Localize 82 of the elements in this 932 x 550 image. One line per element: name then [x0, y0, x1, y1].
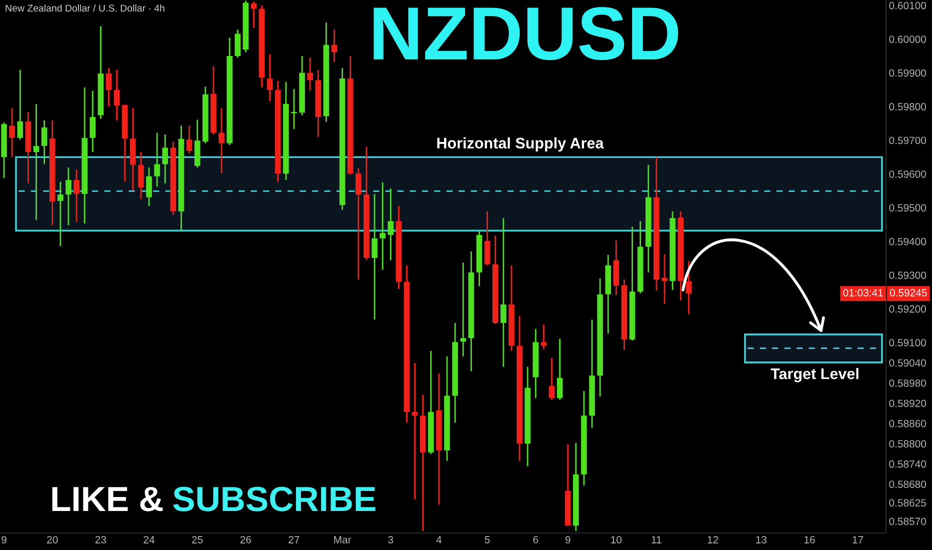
y-tick-label: 0.58800 — [889, 440, 926, 448]
candlestick — [58, 181, 64, 247]
x-tick-label: 12 — [708, 536, 718, 544]
y-tick-label: 0.59400 — [889, 238, 926, 246]
candlestick — [500, 217, 506, 368]
y-tick-label: 0.60100 — [889, 2, 926, 10]
candlestick — [331, 28, 338, 63]
candlestick — [266, 54, 273, 102]
chart-title: NZDUSD — [374, 7, 678, 60]
y-tick-label: 0.58680 — [889, 480, 926, 488]
y-tick-label: 0.59040 — [889, 359, 926, 367]
x-tick-label: 17 — [852, 536, 864, 544]
x-tick-label: 6 — [533, 536, 538, 544]
annotation: SUBSCRIBE — [173, 486, 376, 512]
annotation: 01:03:41 — [843, 289, 883, 296]
y-tick-label: 0.59600 — [889, 170, 926, 178]
candlestick — [218, 108, 224, 174]
x-tick-label: 27 — [288, 536, 300, 544]
candlestick — [74, 168, 80, 223]
x-tick-label: Mar — [334, 536, 352, 544]
x-tick-label: 25 — [192, 536, 203, 544]
candlestick — [307, 56, 313, 92]
candlestick — [138, 151, 144, 200]
candlestick — [412, 362, 418, 500]
candlestick — [186, 125, 192, 154]
band-label: Target Level — [770, 368, 858, 382]
x-tick-label: 16 — [804, 536, 815, 544]
y-tick-label: 0.59300 — [889, 272, 926, 279]
candlestick — [154, 132, 160, 188]
y-tick-label: 0.59700 — [889, 136, 926, 144]
candlestick — [540, 324, 547, 350]
y-tick-label: 0.58860 — [889, 420, 926, 428]
annotation: LIKE & — [52, 486, 163, 512]
candlestick — [388, 188, 394, 261]
candlestick — [372, 193, 378, 320]
x-tick-label: 9 — [565, 536, 570, 544]
x-tick-label: 20 — [47, 536, 58, 544]
y-tick-label: 0.60000 — [889, 36, 926, 43]
candlestick — [106, 67, 112, 108]
candlestick — [33, 103, 40, 221]
candlestick — [162, 134, 168, 184]
y-tick-label: 0.58570 — [889, 518, 926, 526]
y-tick-label: 0.59500 — [889, 204, 926, 212]
candlestick — [66, 166, 72, 226]
x-tick-label: 11 — [652, 536, 662, 544]
candlestick — [41, 120, 48, 165]
candlestick — [291, 88, 297, 130]
candlestick — [114, 69, 120, 122]
x-tick-label: 13 — [756, 536, 766, 544]
chart-subtitle: New Zealand Dollar / U.S. Dollar · 4h — [6, 4, 164, 12]
candlestick — [356, 168, 362, 280]
x-tick-label: 9 — [2, 536, 6, 544]
x-tick-label: 23 — [95, 536, 106, 544]
candlestick — [146, 166, 152, 207]
candlestick — [460, 262, 466, 358]
x-tick-label: 24 — [144, 536, 154, 544]
candlestick — [250, 0, 257, 29]
candlestick — [548, 357, 555, 401]
candlestick — [9, 108, 15, 158]
x-tick-label: 10 — [611, 536, 622, 544]
y-tick-label: 0.59200 — [889, 305, 926, 313]
candlestick — [234, 28, 241, 58]
y-tick-label: 0.58740 — [889, 460, 926, 468]
y-tick-label: 0.59900 — [889, 69, 926, 77]
x-tick-label: 3 — [388, 536, 394, 544]
annotation: 0.59245 — [890, 289, 927, 296]
y-tick-label: 0.58980 — [889, 379, 926, 387]
candlestick — [90, 90, 96, 153]
candlestick — [484, 210, 490, 266]
candlestick — [380, 182, 386, 270]
y-tick-label: 0.59800 — [889, 103, 926, 110]
candlestick — [17, 69, 24, 140]
x-tick-label: 26 — [240, 536, 251, 544]
candlestick — [662, 254, 668, 304]
y-tick-label: 0.58625 — [889, 499, 926, 507]
band-label: Horizontal Supply Area — [437, 137, 604, 152]
x-tick-label: 4 — [436, 536, 442, 544]
y-tick-label: 0.58920 — [889, 400, 926, 408]
candlestick — [556, 338, 563, 401]
y-tick-label: 0.59100 — [889, 339, 926, 346]
x-tick-label: 5 — [484, 536, 490, 544]
candlestick — [686, 260, 692, 315]
